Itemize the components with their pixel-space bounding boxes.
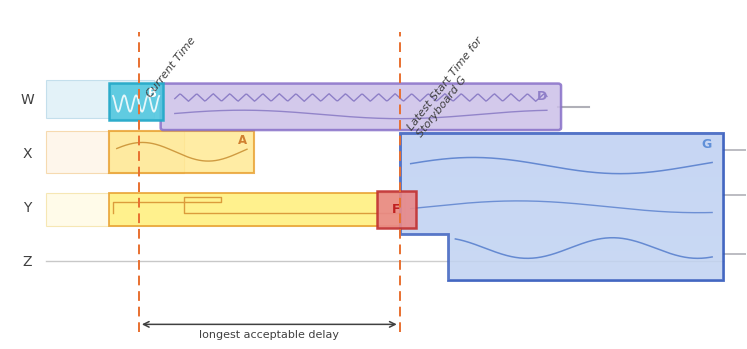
Bar — [46, 81, 154, 118]
Bar — [377, 191, 416, 228]
Polygon shape — [400, 133, 723, 281]
Bar — [400, 177, 723, 192]
Text: Latest Start Time for
Storyboard G: Latest Start Time for Storyboard G — [406, 35, 494, 139]
Bar — [109, 193, 405, 226]
Bar — [400, 222, 723, 236]
Bar — [46, 131, 184, 173]
Bar — [109, 131, 255, 173]
FancyBboxPatch shape — [161, 83, 561, 130]
Text: F: F — [392, 203, 401, 216]
Text: Current Time: Current Time — [145, 35, 198, 99]
Text: A: A — [238, 134, 247, 147]
Text: B: B — [148, 87, 157, 100]
Bar — [46, 193, 405, 226]
Text: X: X — [22, 147, 32, 161]
Bar — [400, 236, 723, 251]
Bar — [400, 251, 723, 266]
Text: G: G — [702, 138, 712, 151]
Bar — [400, 192, 723, 207]
Bar — [400, 148, 723, 163]
Bar — [400, 266, 723, 281]
Text: longest acceptable delay: longest acceptable delay — [199, 329, 339, 340]
Text: W: W — [21, 92, 34, 106]
Text: D: D — [536, 90, 547, 103]
Bar — [109, 83, 163, 120]
Bar — [400, 163, 723, 177]
Text: Y: Y — [23, 201, 31, 215]
Bar — [400, 133, 723, 148]
Text: Z: Z — [22, 255, 32, 269]
Bar — [400, 207, 723, 222]
